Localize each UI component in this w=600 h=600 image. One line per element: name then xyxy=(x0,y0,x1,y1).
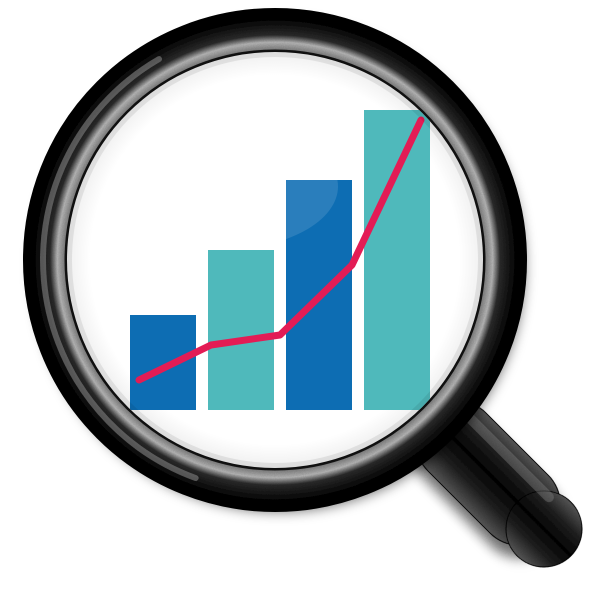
magnifier-chart-graphic xyxy=(0,0,600,600)
magnifier-chart-svg xyxy=(0,0,600,600)
bar-4 xyxy=(364,110,430,410)
lens-sheen xyxy=(107,124,338,250)
bar-1 xyxy=(130,315,196,410)
bar-2 xyxy=(208,250,274,410)
